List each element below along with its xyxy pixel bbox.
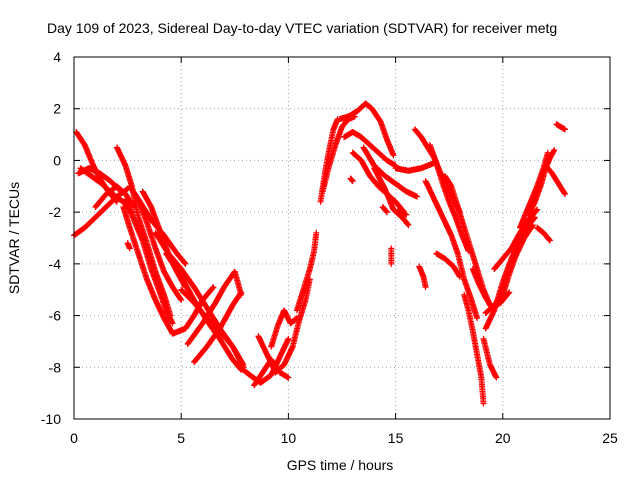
data-point bbox=[113, 198, 120, 205]
data-point bbox=[384, 209, 391, 216]
data-point bbox=[533, 207, 540, 214]
x-axis-label: GPS time / hours bbox=[287, 457, 394, 473]
data-point bbox=[506, 289, 513, 296]
x-tick-label: 5 bbox=[177, 430, 185, 446]
data-point bbox=[404, 221, 411, 228]
y-tick-label: -6 bbox=[49, 308, 62, 324]
data-point bbox=[169, 320, 176, 327]
data-point bbox=[390, 152, 397, 159]
x-tick-label: 20 bbox=[495, 430, 511, 446]
data-point bbox=[551, 147, 558, 154]
grid-lines bbox=[74, 57, 610, 419]
data-points bbox=[71, 100, 568, 407]
y-tick-label: 4 bbox=[53, 49, 61, 65]
data-point bbox=[546, 236, 553, 243]
data-point bbox=[561, 126, 568, 133]
data-point bbox=[388, 260, 395, 267]
data-point bbox=[238, 289, 245, 296]
data-point bbox=[383, 208, 390, 215]
data-point bbox=[313, 229, 320, 236]
data-point bbox=[534, 206, 541, 213]
y-tick-label: -8 bbox=[49, 359, 62, 375]
data-point bbox=[474, 315, 481, 322]
x-tick-label: 0 bbox=[70, 430, 78, 446]
data-point bbox=[561, 191, 568, 198]
data-point bbox=[182, 260, 189, 267]
data-point bbox=[405, 222, 412, 229]
data-point bbox=[177, 296, 184, 303]
x-tick-label: 15 bbox=[388, 430, 404, 446]
data-point bbox=[349, 178, 356, 185]
data-point bbox=[209, 284, 216, 291]
data-point bbox=[293, 315, 300, 322]
data-point bbox=[210, 284, 217, 291]
data-point bbox=[237, 290, 244, 297]
data-point bbox=[546, 237, 553, 244]
data-point bbox=[403, 211, 410, 218]
y-tick-label: -2 bbox=[49, 204, 62, 220]
tick-labels: 0 5 10 15 20 25 -10 -8 -6 -4 -2 0 2 4 bbox=[41, 49, 618, 446]
x-tick-label: 10 bbox=[281, 430, 297, 446]
data-point bbox=[113, 198, 120, 205]
y-tick-label: 2 bbox=[53, 101, 61, 117]
data-point bbox=[422, 284, 429, 291]
data-point bbox=[126, 245, 133, 252]
chart-title: Day 109 of 2023, Sidereal Day-to-day VTE… bbox=[47, 20, 557, 36]
data-point bbox=[456, 273, 463, 280]
y-tick-label: 0 bbox=[53, 152, 61, 168]
plot-frame bbox=[73, 56, 611, 420]
y-tick-label: -10 bbox=[41, 411, 61, 427]
data-point bbox=[505, 290, 512, 297]
data-point bbox=[285, 374, 292, 381]
data-point bbox=[178, 297, 185, 304]
data-point bbox=[181, 260, 188, 267]
x-tick-label: 25 bbox=[602, 430, 618, 446]
data-point bbox=[480, 400, 487, 407]
data-point bbox=[285, 335, 292, 342]
y-axis-label: SDTVAR / TECUs bbox=[6, 182, 22, 294]
y-tick-label: -4 bbox=[49, 256, 62, 272]
data-point bbox=[414, 193, 421, 200]
data-point bbox=[493, 374, 500, 381]
